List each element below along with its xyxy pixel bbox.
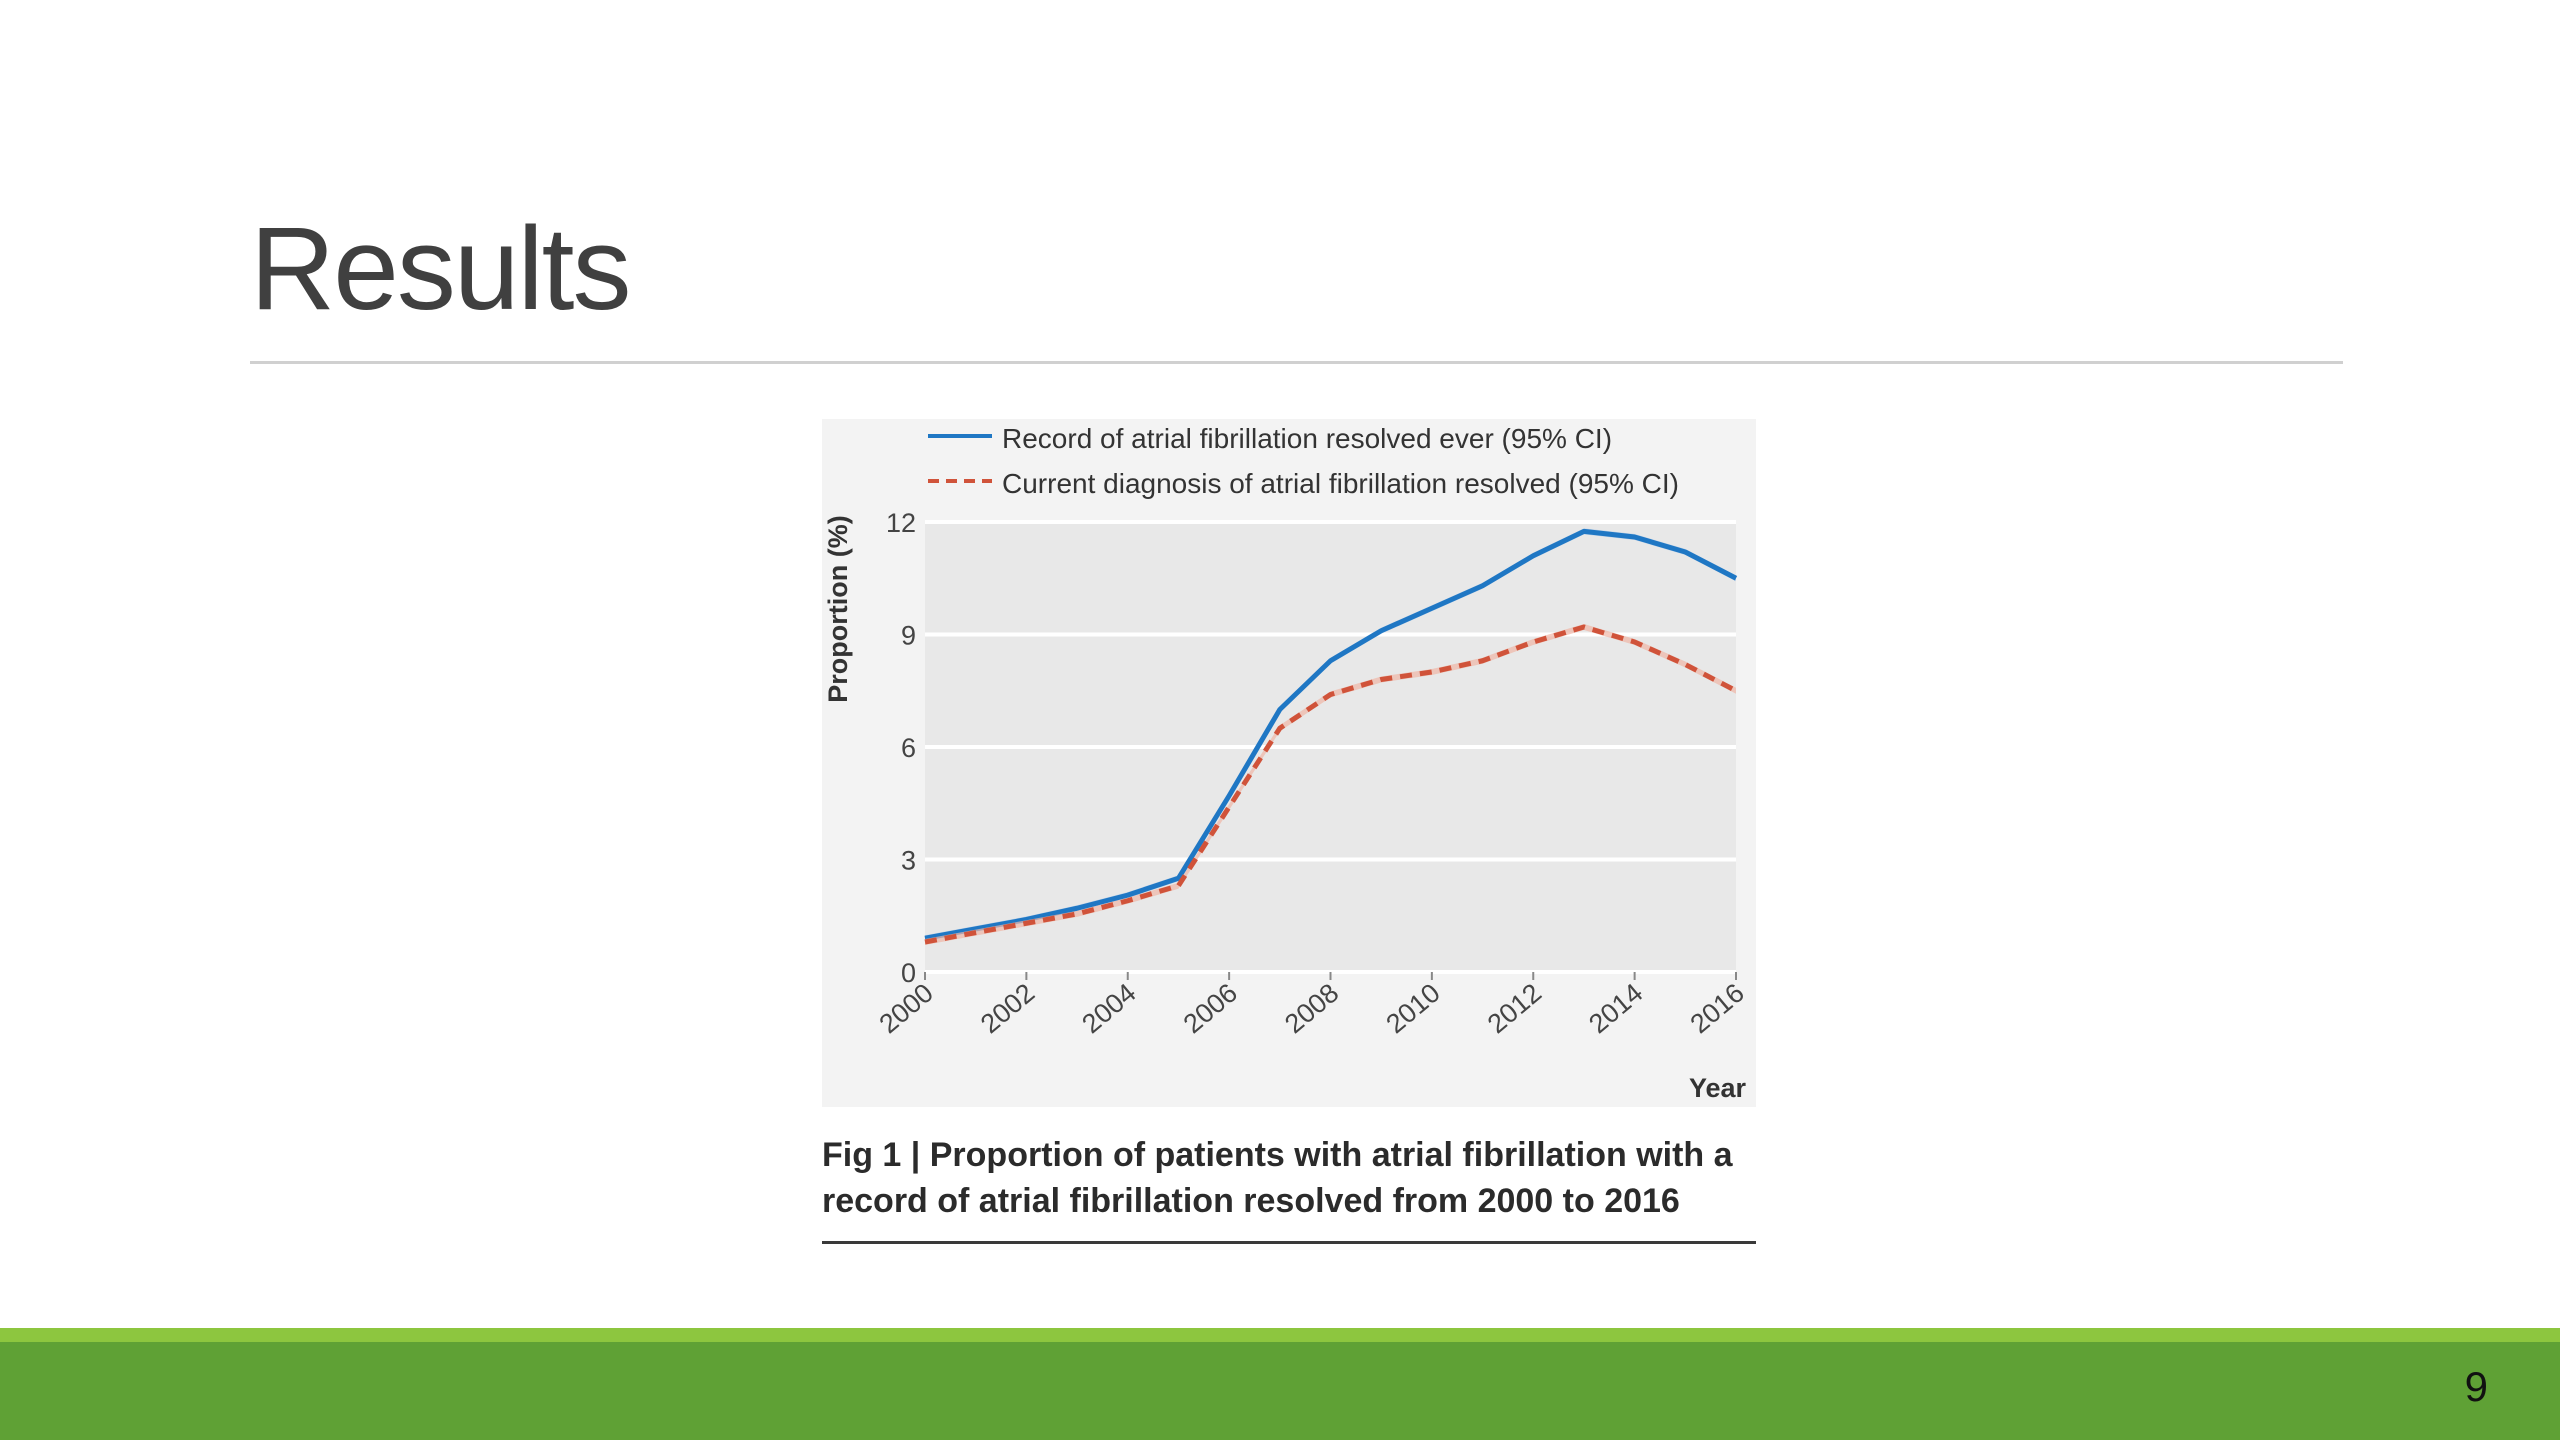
y-axis-label: Proportion (%) bbox=[823, 515, 853, 702]
series-line-ever bbox=[924, 528, 1738, 941]
caption-divider bbox=[822, 1241, 1756, 1244]
x-axis-ticks: 2000 2002 2004 2006 2008 2010 2012 2014 2016 bbox=[874, 972, 1750, 1039]
figure-panel: Record of atrial fibrillation resolved e… bbox=[822, 419, 1756, 1107]
x-tick-label: 2010 bbox=[1380, 978, 1445, 1040]
caption-line-1: Fig 1 | Proportion of patients with atri… bbox=[822, 1136, 1733, 1174]
x-tick-label: 2006 bbox=[1178, 978, 1243, 1040]
series-line-current bbox=[924, 624, 1738, 945]
y-tick-label: 6 bbox=[901, 733, 916, 763]
x-tick-label: 2016 bbox=[1685, 978, 1750, 1040]
legend-label-ever: Record of atrial fibrillation resolved e… bbox=[1002, 423, 1612, 454]
title-divider bbox=[250, 361, 2343, 364]
page-number: 9 bbox=[2464, 1363, 2488, 1410]
slide-title: Results bbox=[250, 203, 631, 335]
legend-label-current: Current diagnosis of atrial fibrillation… bbox=[1002, 468, 1679, 499]
y-tick-label: 12 bbox=[886, 508, 916, 538]
af-resolved-line-chart: Record of atrial fibrillation resolved e… bbox=[823, 423, 1750, 1103]
y-axis-ticks: 0 3 6 9 12 bbox=[886, 508, 916, 988]
caption-line-2: record of atrial fibrillation resolved f… bbox=[822, 1182, 1680, 1220]
y-tick-label: 3 bbox=[901, 846, 916, 876]
footer-bar bbox=[0, 1342, 2560, 1440]
legend: Record of atrial fibrillation resolved e… bbox=[928, 423, 1679, 499]
x-tick-label: 2002 bbox=[975, 978, 1040, 1040]
x-tick-label: 2012 bbox=[1482, 978, 1547, 1040]
y-tick-label: 9 bbox=[901, 621, 916, 651]
y-tick-label: 0 bbox=[901, 958, 916, 988]
figure-caption: Fig 1 | Proportion of patients with atri… bbox=[822, 1132, 1756, 1224]
x-tick-label: 2014 bbox=[1583, 978, 1648, 1040]
x-tick-label: 2004 bbox=[1076, 978, 1141, 1040]
x-axis-label: Year bbox=[1689, 1073, 1747, 1103]
series-layer bbox=[924, 528, 1738, 945]
x-tick-label: 2008 bbox=[1279, 978, 1344, 1040]
footer-accent-bar bbox=[0, 1328, 2560, 1342]
gridlines bbox=[925, 520, 1736, 974]
